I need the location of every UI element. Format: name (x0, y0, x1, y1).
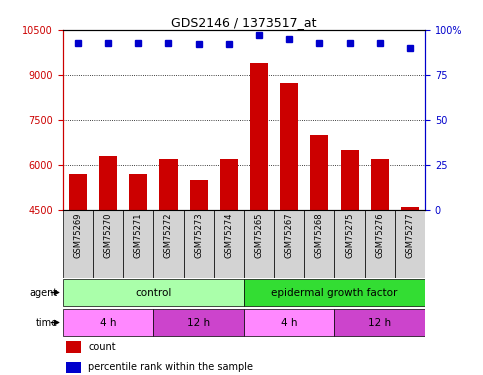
Bar (274, 210, 304, 278)
Text: GSM75269: GSM75269 (73, 212, 83, 258)
Bar (371, 159, 389, 345)
Bar (63, 210, 93, 278)
Bar (365, 210, 395, 278)
Bar (63, 279, 244, 306)
Bar (401, 207, 419, 345)
Text: 12 h: 12 h (368, 318, 391, 327)
Bar (184, 210, 213, 278)
Text: time: time (36, 318, 58, 327)
Bar (244, 210, 274, 278)
Text: GSM75276: GSM75276 (375, 212, 384, 258)
Text: GSM75274: GSM75274 (224, 212, 233, 258)
Text: control: control (135, 288, 171, 297)
Bar (244, 309, 334, 336)
Bar (304, 210, 334, 278)
Bar (334, 210, 365, 278)
Text: GSM75275: GSM75275 (345, 212, 354, 258)
Bar (154, 309, 244, 336)
Bar (159, 159, 178, 345)
Title: GDS2146 / 1373517_at: GDS2146 / 1373517_at (171, 16, 317, 29)
Bar (244, 279, 425, 306)
Bar (280, 82, 298, 345)
Bar (395, 210, 425, 278)
Text: GSM75265: GSM75265 (255, 212, 264, 258)
Text: GSM75268: GSM75268 (315, 212, 324, 258)
Bar (67, 362, 81, 373)
Bar (93, 210, 123, 278)
Bar (189, 180, 208, 345)
Text: 12 h: 12 h (187, 318, 210, 327)
Bar (154, 210, 184, 278)
Bar (311, 135, 328, 345)
Bar (69, 174, 87, 345)
Text: epidermal growth factor: epidermal growth factor (271, 288, 398, 297)
Text: 4 h: 4 h (281, 318, 298, 327)
Bar (213, 210, 244, 278)
Text: count: count (88, 342, 116, 352)
Bar (63, 309, 154, 336)
Bar (250, 63, 268, 345)
Bar (341, 150, 358, 345)
Bar (129, 174, 147, 345)
Bar (99, 156, 117, 345)
Bar (334, 309, 425, 336)
Text: GSM75272: GSM75272 (164, 212, 173, 258)
Text: percentile rank within the sample: percentile rank within the sample (88, 363, 253, 372)
Text: GSM75267: GSM75267 (284, 212, 294, 258)
Text: 4 h: 4 h (100, 318, 116, 327)
Bar (220, 159, 238, 345)
Text: GSM75270: GSM75270 (103, 212, 113, 258)
Text: agent: agent (30, 288, 58, 297)
Text: GSM75271: GSM75271 (134, 212, 143, 258)
Bar (123, 210, 154, 278)
Bar (67, 341, 81, 352)
Text: GSM75273: GSM75273 (194, 212, 203, 258)
Text: GSM75277: GSM75277 (405, 212, 414, 258)
